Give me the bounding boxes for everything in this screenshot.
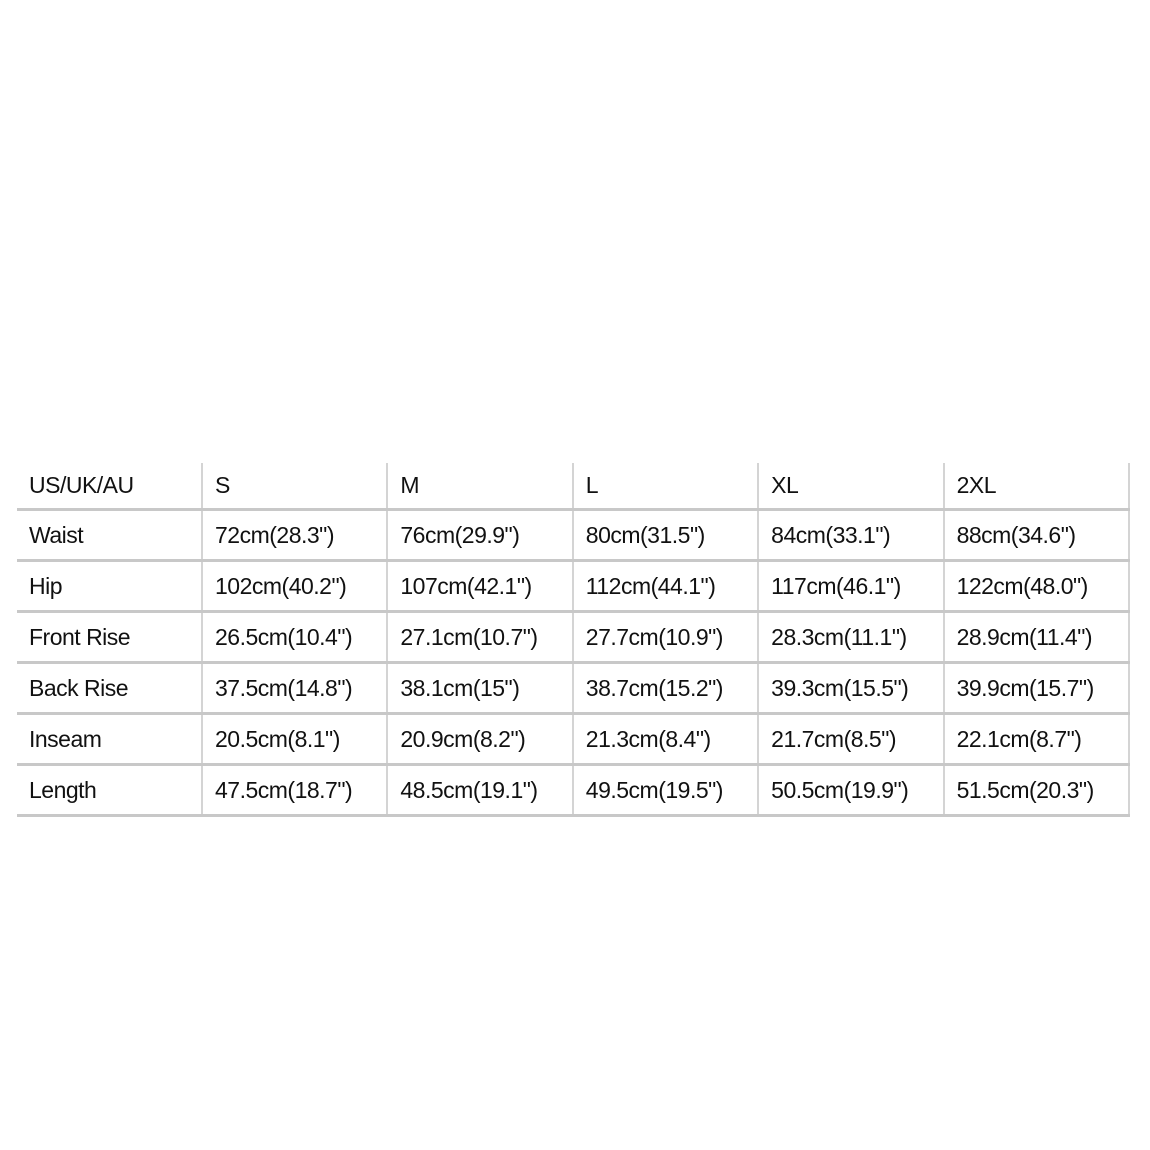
measurement-value: 80cm(31.5"): [571, 509, 759, 562]
measurement-value: 50.5cm(19.9"): [757, 764, 944, 817]
measurement-value: 84cm(33.1"): [757, 509, 944, 562]
measurement-value: 27.1cm(10.7"): [386, 611, 573, 664]
measurement-value: 39.9cm(15.7"): [942, 662, 1131, 715]
table-row: Inseam 20.5cm(8.1") 20.9cm(8.2") 21.3cm(8.4…: [17, 713, 1131, 766]
measurement-value: 38.1cm(15"): [386, 662, 573, 715]
measurement-value: 28.3cm(11.1"): [757, 611, 944, 664]
size-chart-body: US/UK/AU S M L XL 2XL Waist 72cm(28.3") 76cm(29.…: [17, 463, 1131, 817]
table-row: Back Rise 37.5cm(14.8") 38.1cm(15") 38.7cm(…: [17, 662, 1131, 715]
measurement-value: 38.7cm(15.2"): [571, 662, 759, 715]
measurement-value: 88cm(34.6"): [942, 509, 1131, 562]
measurement-value: 107cm(42.1"): [386, 560, 573, 613]
measurement-value: 28.9cm(11.4"): [942, 611, 1131, 664]
measurement-value: 49.5cm(19.5"): [571, 764, 759, 817]
size-header-cell: M: [386, 463, 573, 511]
table-row: Hip 102cm(40.2") 107cm(42.1") 112cm(44.1") 1…: [17, 560, 1131, 613]
measurement-value: 21.7cm(8.5"): [757, 713, 944, 766]
measurement-value: 20.5cm(8.1"): [200, 713, 388, 766]
measurement-value: 47.5cm(18.7"): [200, 764, 388, 817]
size-header-cell: S: [200, 463, 388, 511]
measurement-value: 51.5cm(20.3"): [942, 764, 1131, 817]
size-chart-table: US/UK/AU S M L XL 2XL Waist 72cm(28.3") 76cm(29.…: [17, 463, 1131, 817]
measurement-label: Inseam: [17, 713, 202, 766]
size-header-cell: XL: [757, 463, 944, 511]
measurement-label: Back Rise: [17, 662, 202, 715]
measurement-value: 37.5cm(14.8"): [200, 662, 388, 715]
measurement-value: 27.7cm(10.9"): [571, 611, 759, 664]
header-row: US/UK/AU S M L XL 2XL: [17, 463, 1131, 511]
measurement-value: 22.1cm(8.7"): [942, 713, 1131, 766]
measurement-label: Front Rise: [17, 611, 202, 664]
measurement-value: 72cm(28.3"): [200, 509, 388, 562]
measurement-value: 117cm(46.1"): [757, 560, 944, 613]
size-header-cell: L: [571, 463, 759, 511]
size-header-cell: 2XL: [942, 463, 1131, 511]
measurement-value: 20.9cm(8.2"): [386, 713, 573, 766]
region-header-cell: US/UK/AU: [17, 463, 202, 511]
measurement-value: 48.5cm(19.1"): [386, 764, 573, 817]
measurement-label: Length: [17, 764, 202, 817]
measurement-label: Waist: [17, 509, 202, 562]
table-row: Front Rise 26.5cm(10.4") 27.1cm(10.7") 27.7…: [17, 611, 1131, 664]
measurement-value: 76cm(29.9"): [386, 509, 573, 562]
table-row: Length 47.5cm(18.7") 48.5cm(19.1") 49.5cm(1…: [17, 764, 1131, 817]
table-row: Waist 72cm(28.3") 76cm(29.9") 80cm(31.5") 84…: [17, 509, 1131, 562]
measurement-value: 26.5cm(10.4"): [200, 611, 388, 664]
measurement-label: Hip: [17, 560, 202, 613]
measurement-value: 21.3cm(8.4"): [571, 713, 759, 766]
measurement-value: 39.3cm(15.5"): [757, 662, 944, 715]
measurement-value: 122cm(48.0"): [942, 560, 1131, 613]
measurement-value: 102cm(40.2"): [200, 560, 388, 613]
measurement-value: 112cm(44.1"): [571, 560, 759, 613]
